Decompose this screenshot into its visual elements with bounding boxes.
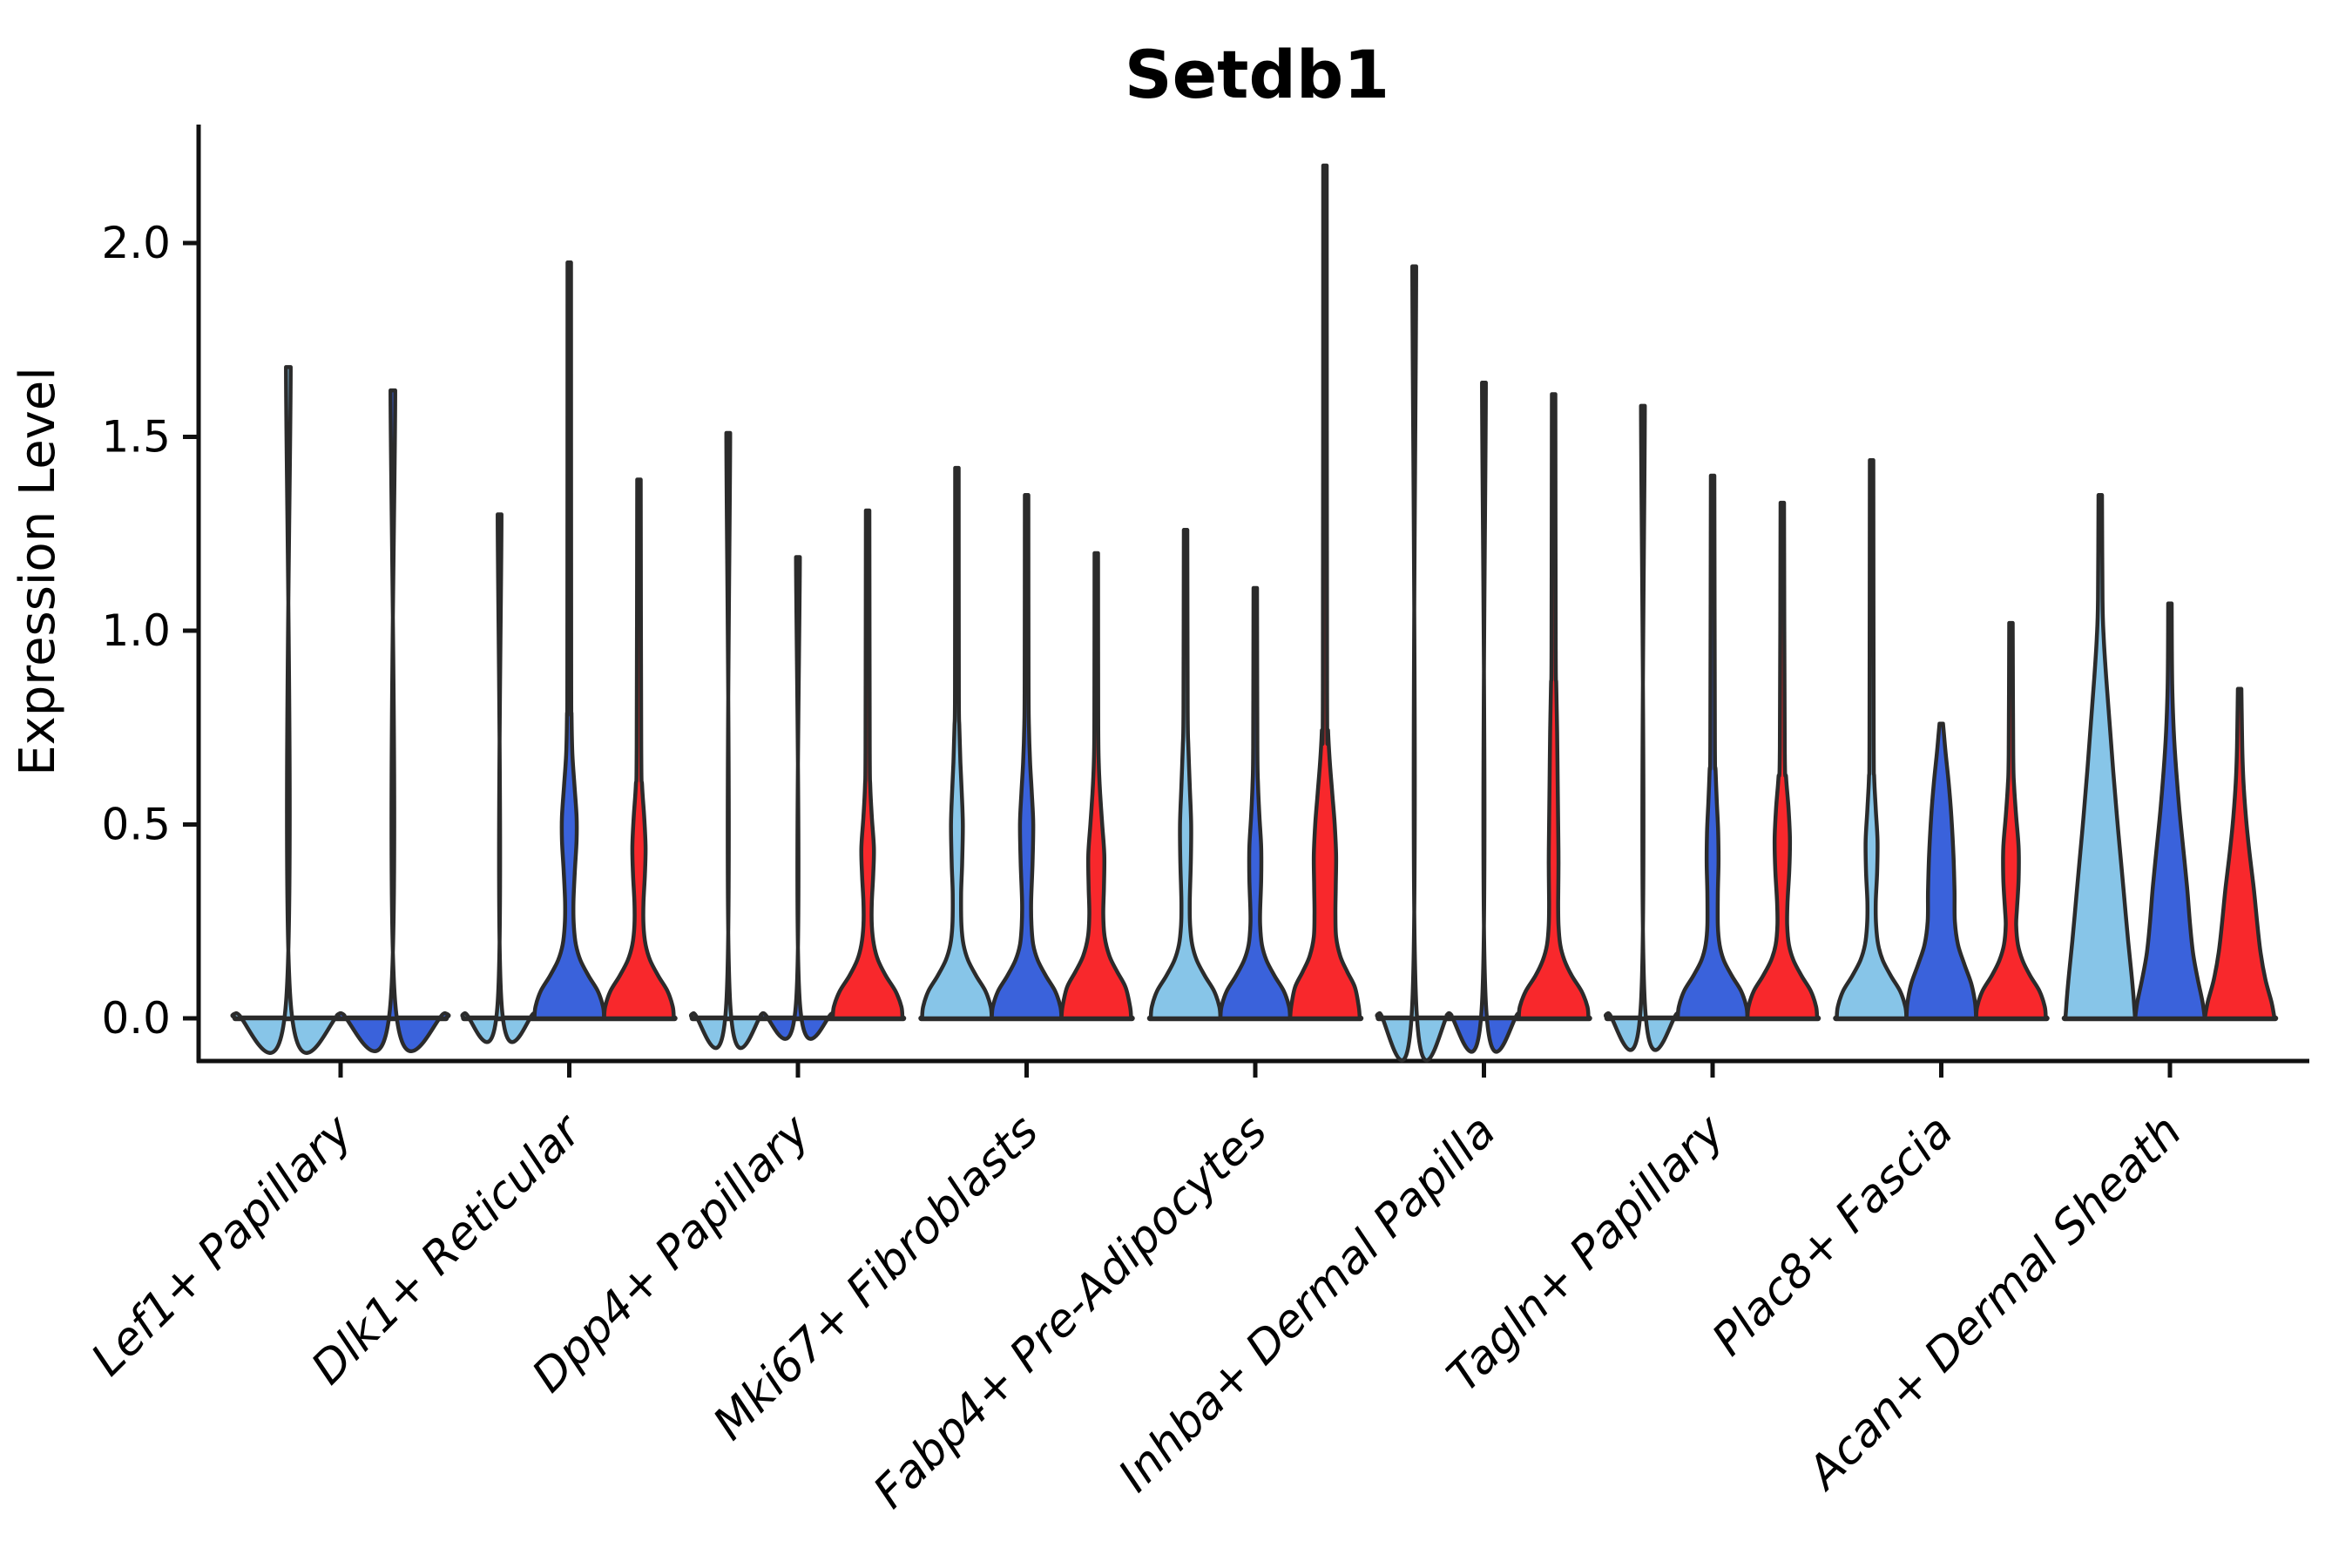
violin-light_blue-mki67-fibroblasts [920, 465, 994, 1021]
violin-dark_blue-fabp4-pre-adipocytes [1218, 585, 1293, 1021]
violin-light_blue-lef1-papillary [230, 365, 347, 1055]
x-tick-label: Inhba+ Dermal Papilla [1109, 1105, 1506, 1503]
violin-dark_blue-tagln-papillary [1675, 473, 1750, 1021]
y-tick-label: 1.5 [101, 412, 171, 463]
violin-red-inhba-dermal-papilla [1517, 392, 1591, 1021]
y-tick-label: 1.0 [101, 605, 171, 656]
violin-light_blue-plac8-fascia [1835, 457, 1909, 1021]
y-tick-label: 2.0 [101, 218, 171, 268]
y-axis-label: Expression Level [10, 367, 66, 776]
chart-title: Setdb1 [1125, 36, 1389, 113]
violin-dark_blue-inhba-dermal-papilla [1444, 380, 1524, 1054]
violin-dark_blue-dlk1-reticular [532, 260, 606, 1021]
violin-red-acan-dermal-sheath [2202, 686, 2277, 1021]
violin-light_blue-dpp4-papillary [688, 430, 768, 1051]
violin-red-mki67-fibroblasts [1059, 551, 1133, 1021]
violin-light_blue-fabp4-pre-adipocytes [1148, 528, 1223, 1021]
violin-dark_blue-lef1-papillary [335, 388, 451, 1053]
violin-red-fabp4-pre-adipocytes [1288, 163, 1362, 1021]
violin-light_blue-tagln-papillary [1603, 403, 1683, 1052]
violin-red-dpp4-papillary [830, 508, 905, 1021]
violin-dark_blue-mki67-fibroblasts [990, 493, 1064, 1021]
violin-dark_blue-acan-dermal-sheath [2132, 601, 2207, 1021]
violin-light_blue-inhba-dermal-papilla [1375, 264, 1454, 1063]
violin-red-plac8-fascia [1974, 620, 2048, 1021]
violin-light_blue-dlk1-reticular [460, 512, 539, 1044]
violin-light_blue-acan-dermal-sheath [2063, 493, 2138, 1021]
violin-red-tagln-papillary [1745, 500, 1820, 1021]
x-tick-label: Plac8+ Fascia [1702, 1105, 1963, 1366]
violin-red-dlk1-reticular [602, 477, 676, 1021]
x-tick-label: Acan+ Dermal Sheath [1796, 1105, 2192, 1501]
violin-dark_blue-plac8-fascia [1904, 721, 1978, 1021]
x-tick-label: Fabp4+ Pre-Adipocytes [864, 1105, 1278, 1519]
y-tick-label: 0.5 [101, 800, 171, 850]
violin-dark_blue-dpp4-papillary [758, 555, 838, 1041]
y-tick-label: 0.0 [101, 993, 171, 1044]
